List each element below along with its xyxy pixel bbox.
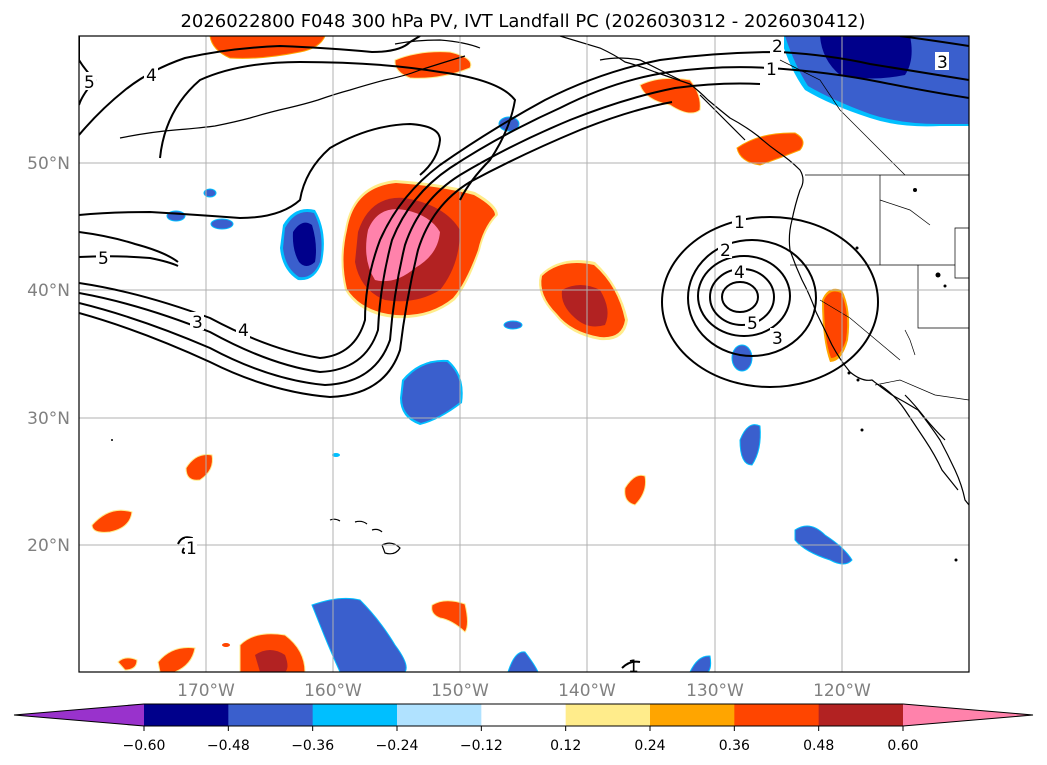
colorbar-tick-label: 0.24 bbox=[634, 738, 665, 754]
coastlines bbox=[111, 36, 969, 562]
colorbar-segment bbox=[734, 704, 820, 726]
contour-label: 2 bbox=[720, 241, 731, 261]
lat-label-30n: 30°N bbox=[27, 409, 70, 429]
map-frame bbox=[78, 35, 970, 673]
longitude-labels: 170°W 160°W 150°W 140°W 130°W 120°W bbox=[177, 681, 871, 701]
contour-label: 1 bbox=[628, 657, 639, 677]
lon-label-160w: 160°W bbox=[304, 681, 362, 701]
contour-label: 5 bbox=[98, 249, 109, 269]
colorbar-segment bbox=[565, 704, 651, 726]
lon-label-120w: 120°W bbox=[813, 681, 871, 701]
colorbar-tick-label: −0.12 bbox=[460, 738, 503, 754]
contour-label: 2 bbox=[772, 37, 783, 57]
lon-label-150w: 150°W bbox=[431, 681, 489, 701]
lon-label-140w: 140°W bbox=[558, 681, 616, 701]
contour-label: 4 bbox=[146, 66, 157, 86]
colorbar-tick-label: −0.48 bbox=[207, 738, 250, 754]
map-background bbox=[79, 36, 969, 672]
colorbar-tick-label: −0.36 bbox=[291, 738, 334, 754]
lon-label-130w: 130°W bbox=[686, 681, 744, 701]
colorbar-segment bbox=[144, 704, 229, 726]
colorbar-tick-label: 0.60 bbox=[887, 738, 918, 754]
map-panel: 5 4 5 3 4 2 1 3 1 2 4 bbox=[78, 35, 970, 677]
colorbar-segment bbox=[818, 704, 904, 726]
contour-label: 5 bbox=[84, 73, 95, 93]
contour-label: 4 bbox=[238, 321, 249, 341]
lon-label-170w: 170°W bbox=[177, 681, 235, 701]
contour-label: 1 bbox=[734, 213, 745, 233]
contour-label: 4 bbox=[734, 263, 745, 283]
contour-label: 1 bbox=[766, 60, 777, 80]
lat-label-20n: 20°N bbox=[27, 536, 70, 556]
figure-title: 2026022800 F048 300 hPa PV, IVT Landfall… bbox=[180, 11, 865, 32]
latitude-labels: 50°N 40°N 30°N 20°N bbox=[27, 154, 70, 556]
contour-label: 1 bbox=[186, 539, 197, 559]
colorbar-segment bbox=[312, 704, 398, 726]
colorbar-segment bbox=[397, 704, 482, 726]
colorbar-extend-high bbox=[903, 704, 1033, 726]
contour-label: 3 bbox=[772, 329, 783, 349]
contour-label: 3 bbox=[937, 53, 948, 73]
colorbar-tick-label: −0.60 bbox=[123, 738, 166, 754]
graticule bbox=[79, 36, 969, 672]
colorbar-tick-label: 0.12 bbox=[550, 738, 581, 754]
negative-anomaly-fills bbox=[166, 36, 969, 672]
colorbar: −0.60 −0.48 −0.36 −0.24 −0.12 0.12 0.24 0.36 0.4… bbox=[13, 703, 1034, 754]
lat-label-50n: 50°N bbox=[27, 154, 70, 174]
colorbar-segment bbox=[228, 704, 314, 726]
contour-labels: 5 4 5 3 4 2 1 3 1 2 4 bbox=[82, 36, 949, 677]
colorbar-tick-label: 0.36 bbox=[719, 738, 750, 754]
political-borders bbox=[779, 59, 969, 401]
contour-label: 5 bbox=[747, 314, 758, 334]
colorbar-extend-low bbox=[14, 704, 144, 726]
colorbar-tick-label: −0.24 bbox=[376, 738, 419, 754]
contour-label: 3 bbox=[192, 313, 203, 333]
colorbar-segment bbox=[650, 704, 735, 726]
colorbar-segment bbox=[481, 704, 567, 726]
colorbar-tick-label: 0.48 bbox=[803, 738, 834, 754]
lat-label-40n: 40°N bbox=[27, 281, 70, 301]
